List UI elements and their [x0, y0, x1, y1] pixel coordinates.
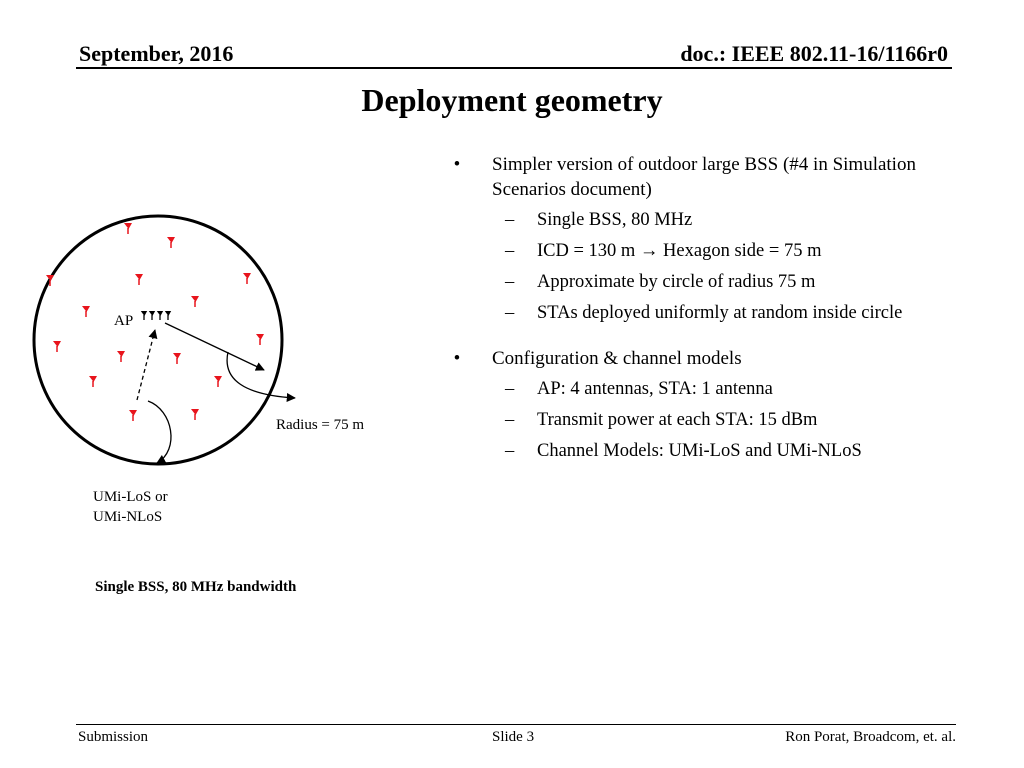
sub-bullet-text: Single BSS, 80 MHz: [537, 210, 693, 230]
dash-icon: –: [505, 241, 515, 261]
sub-bullet-item: – Channel Models: UMi-LoS and UMi-NLoS: [450, 439, 990, 464]
footer-author: Ron Porat, Broadcom, et. al.: [785, 729, 956, 745]
antenna-icon: [140, 310, 148, 321]
sta-antennas: [45, 222, 265, 422]
bullet-item: • Configuration & channel models: [450, 346, 990, 371]
sub-bullet-text: AP: 4 antennas, STA: 1 antenna: [537, 379, 773, 399]
bullet-dot-icon: •: [453, 154, 461, 175]
header-rule: [76, 67, 952, 69]
sub-bullet-item: – Approximate by circle of radius 75 m: [450, 270, 990, 295]
sub-bullet-item: – Single BSS, 80 MHz: [450, 208, 990, 233]
deployment-diagram: [32, 214, 296, 466]
channel-label-line2: UMi-NLoS: [93, 509, 163, 525]
dash-icon: –: [505, 303, 515, 323]
sub-bullet-text: STAs deployed uniformly at random inside…: [537, 303, 903, 323]
antenna-icon: [148, 310, 156, 321]
sub-bullet-text: Approximate by circle of radius 75 m: [537, 272, 816, 292]
antenna-icon: [123, 222, 133, 235]
radius-label: Radius = 75 m: [276, 417, 365, 433]
dash-icon: –: [505, 441, 515, 461]
dash-icon: –: [505, 210, 515, 230]
footer-submission: Submission: [78, 729, 149, 745]
radius-arrow: [164, 322, 265, 371]
header-doc-id: doc.: IEEE 802.11-16/1166r0: [680, 41, 948, 66]
antenna-icon: [242, 272, 252, 285]
diagram-caption: Single BSS, 80 MHz bandwidth: [95, 579, 297, 595]
bullet-text: Simpler version of outdoor large BSS (#4…: [492, 154, 916, 200]
antenna-icon: [88, 375, 98, 388]
antenna-icon: [52, 340, 62, 353]
slide-title: Deployment geometry: [361, 82, 663, 118]
header-date: September, 2016: [79, 41, 234, 66]
sub-bullet-item: – AP: 4 antennas, STA: 1 antenna: [450, 377, 990, 402]
bullet-list: • Simpler version of outdoor large BSS (…: [450, 152, 990, 464]
sub-bullet-text: Transmit power at each STA: 15 dBm: [537, 410, 818, 430]
channel-label-pointer: [147, 400, 172, 464]
los-path-arrow: [136, 329, 158, 401]
antenna-icon: [128, 409, 138, 422]
dash-icon: –: [505, 410, 515, 430]
antenna-icon: [164, 310, 172, 321]
bullet-text: Configuration & channel models: [492, 348, 742, 369]
sub-bullet-text: ICD = 130 m → Hexagon side = 75 m: [537, 241, 822, 261]
footer-slide-number: Slide 3: [492, 729, 535, 745]
antenna-icon: [190, 295, 200, 308]
ap-label: AP: [114, 313, 134, 329]
sub-bullet-text: Channel Models: UMi-LoS and UMi-NLoS: [537, 441, 862, 461]
antenna-icon: [116, 350, 126, 363]
sub-bullet-item: – Transmit power at each STA: 15 dBm: [450, 408, 990, 433]
antenna-icon: [190, 408, 200, 421]
bullet-dot-icon: •: [453, 348, 461, 369]
antenna-icon: [172, 352, 182, 365]
antenna-icon: [156, 310, 164, 321]
antenna-icon: [81, 305, 91, 318]
bss-circle: [32, 214, 284, 466]
dash-icon: –: [505, 272, 515, 292]
dash-icon: –: [505, 379, 515, 399]
bullet-item: • Simpler version of outdoor large BSS (…: [450, 152, 990, 202]
channel-label-line1: UMi-LoS or: [93, 489, 168, 505]
radius-label-pointer: [226, 351, 296, 403]
footer-rule: [76, 724, 956, 725]
antenna-icon: [255, 333, 265, 346]
antenna-icon: [134, 273, 144, 286]
antenna-icon: [213, 375, 223, 388]
sub-bullet-item: – STAs deployed uniformly at random insid…: [450, 301, 990, 326]
ap-antenna-array: [140, 310, 172, 321]
antenna-icon: [166, 236, 176, 249]
sub-bullet-item: – ICD = 130 m → Hexagon side = 75 m: [450, 239, 990, 264]
